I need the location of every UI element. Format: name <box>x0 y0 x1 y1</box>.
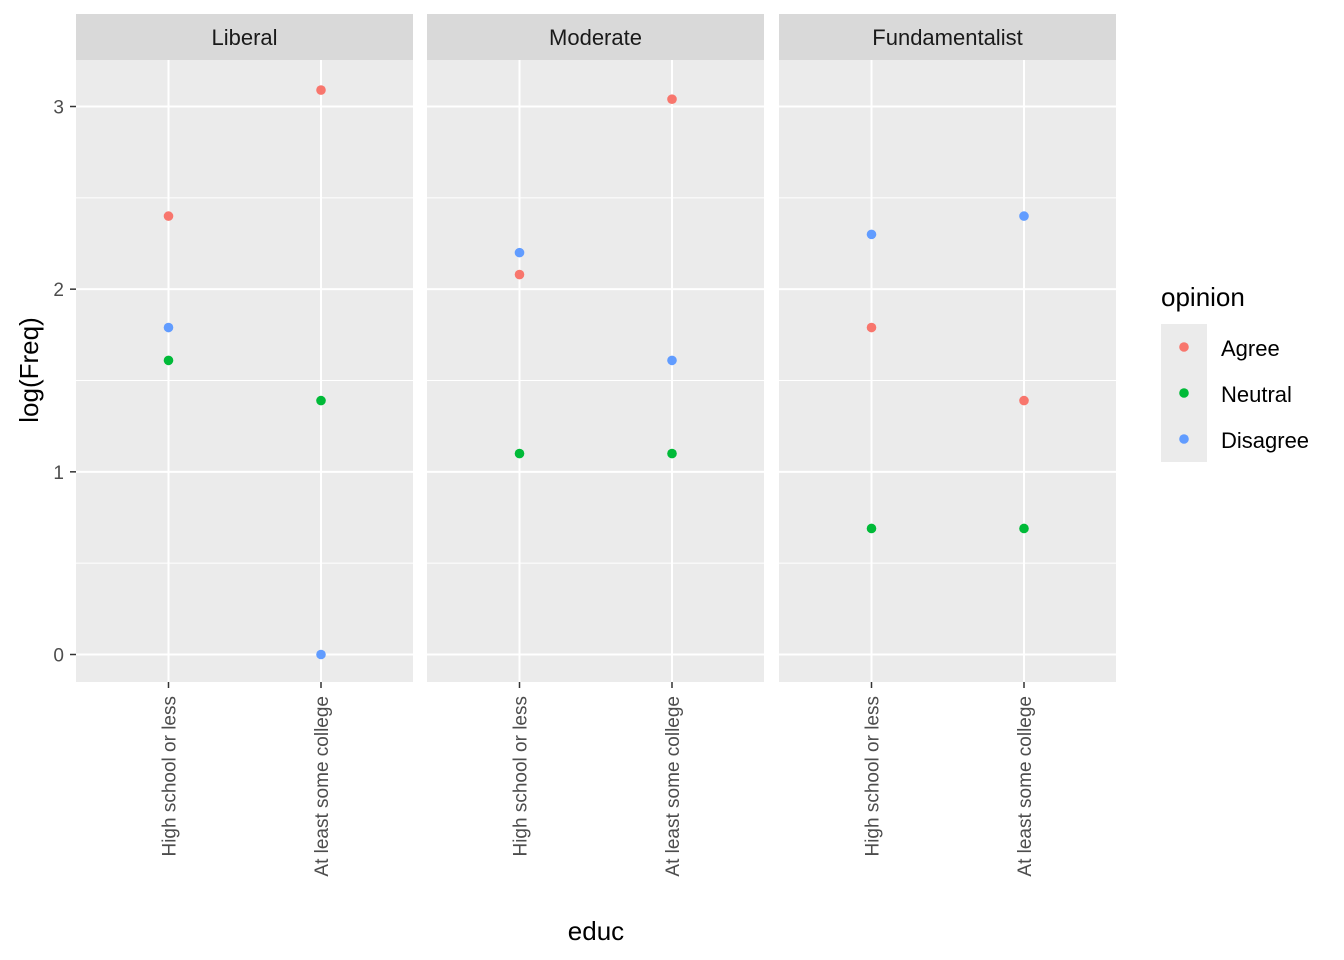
y-axis: 0 1 2 3 <box>53 98 76 667</box>
data-point-disagree <box>316 649 326 660</box>
x-tick-label: At least some college <box>312 696 333 877</box>
x-tick-label: High school or less <box>511 696 532 857</box>
data-point-agree <box>163 211 174 221</box>
facet-strip <box>76 14 413 60</box>
facet-strip <box>427 14 764 60</box>
panel-background <box>76 60 413 682</box>
y-tick-label: 2 <box>53 280 64 301</box>
x-tick-label: At least some college <box>1015 696 1036 877</box>
data-point-neutral <box>1019 523 1029 534</box>
x-tick-label: At least some college <box>663 696 684 877</box>
y-tick-label: 3 <box>53 98 64 119</box>
data-point-neutral <box>316 395 326 406</box>
x-axis-title: educ <box>568 916 624 946</box>
facet-strip-label: Liberal <box>211 25 277 50</box>
legend-key-disagree <box>1179 434 1189 444</box>
data-point-agree <box>667 94 677 104</box>
data-point-agree <box>316 85 326 95</box>
facet-panel-liberal: Liberal High school or less At least some … <box>76 14 413 877</box>
y-tick-label: 1 <box>53 463 64 484</box>
x-tick-label: High school or less <box>863 696 884 857</box>
facet-panels: Liberal High school or less At least some … <box>76 14 1116 877</box>
data-point-agree <box>866 322 877 333</box>
data-point-disagree <box>1019 211 1029 221</box>
legend-label-disagree: Disagree <box>1221 428 1309 453</box>
legend-title: opinion <box>1161 282 1245 312</box>
panel-background <box>427 60 764 682</box>
facet-strip-label: Moderate <box>549 25 642 50</box>
data-point-neutral <box>163 355 174 366</box>
data-point-agree <box>1019 395 1029 406</box>
y-axis-title: log(Freq) <box>14 317 44 422</box>
legend-label-agree: Agree <box>1221 336 1280 361</box>
facet-panel-moderate: Moderate High school or less At least some… <box>427 14 764 877</box>
data-point-disagree <box>163 322 174 333</box>
y-tick-label: 0 <box>53 646 64 667</box>
facet-panel-fundamentalist: Fundamentalist High school or less At leas… <box>779 14 1116 877</box>
data-point-agree <box>514 269 525 280</box>
data-point-disagree <box>514 247 525 258</box>
legend-key-neutral <box>1179 388 1189 398</box>
facet-strip <box>779 14 1116 60</box>
legend-key-agree <box>1179 342 1189 352</box>
data-point-neutral <box>514 448 525 459</box>
legend: opinion Agree Neutral Disagree <box>1161 282 1309 462</box>
x-tick-label: High school or less <box>160 696 181 857</box>
panel-background <box>779 60 1116 682</box>
data-point-neutral <box>866 523 877 534</box>
legend-label-neutral: Neutral <box>1221 382 1292 407</box>
data-point-neutral <box>667 448 677 459</box>
facet-strip-label: Fundamentalist <box>872 25 1022 50</box>
data-point-disagree <box>667 355 677 366</box>
data-point-disagree <box>866 229 877 240</box>
